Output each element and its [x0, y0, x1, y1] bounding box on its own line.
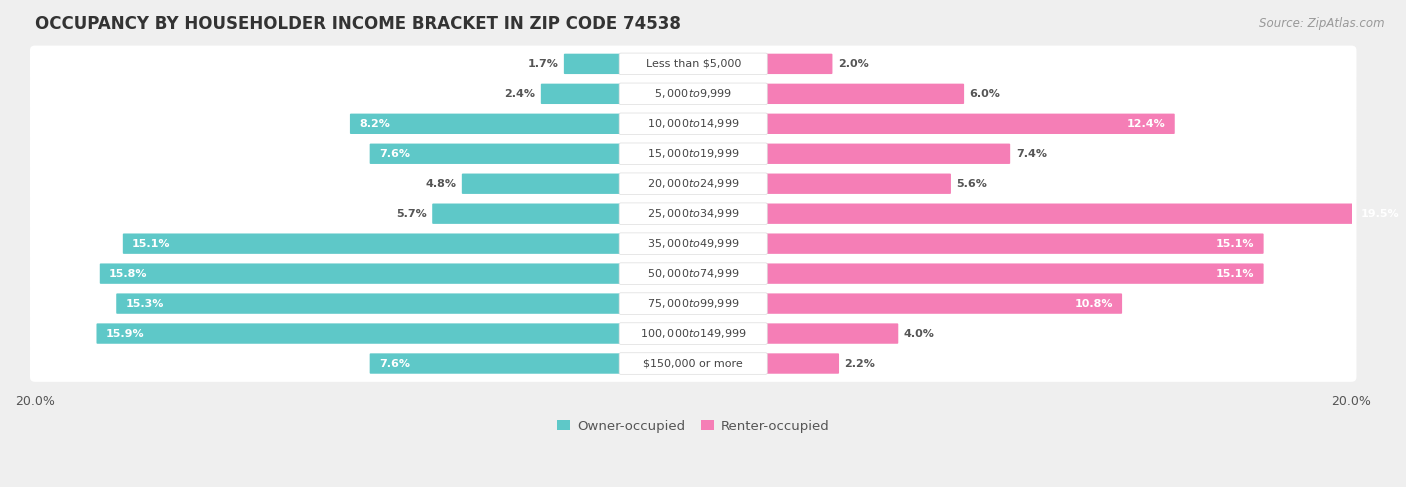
FancyBboxPatch shape: [765, 293, 1122, 314]
Text: 4.8%: 4.8%: [425, 179, 456, 189]
FancyBboxPatch shape: [619, 353, 768, 375]
Text: $75,000 to $99,999: $75,000 to $99,999: [647, 297, 740, 310]
FancyBboxPatch shape: [30, 135, 1357, 172]
FancyBboxPatch shape: [30, 255, 1357, 292]
FancyBboxPatch shape: [370, 144, 621, 164]
Text: 2.0%: 2.0%: [838, 59, 869, 69]
FancyBboxPatch shape: [619, 143, 768, 165]
Text: 15.8%: 15.8%: [110, 269, 148, 279]
FancyBboxPatch shape: [30, 315, 1357, 352]
FancyBboxPatch shape: [564, 54, 621, 74]
FancyBboxPatch shape: [619, 173, 768, 194]
FancyBboxPatch shape: [100, 263, 621, 284]
Text: 7.6%: 7.6%: [378, 149, 411, 159]
Text: $5,000 to $9,999: $5,000 to $9,999: [654, 87, 733, 100]
FancyBboxPatch shape: [619, 203, 768, 225]
FancyBboxPatch shape: [117, 293, 621, 314]
Text: $50,000 to $74,999: $50,000 to $74,999: [647, 267, 740, 280]
Text: Source: ZipAtlas.com: Source: ZipAtlas.com: [1260, 17, 1385, 30]
FancyBboxPatch shape: [619, 263, 768, 284]
FancyBboxPatch shape: [30, 166, 1357, 202]
Text: OCCUPANCY BY HOUSEHOLDER INCOME BRACKET IN ZIP CODE 74538: OCCUPANCY BY HOUSEHOLDER INCOME BRACKET …: [35, 15, 681, 33]
Text: $10,000 to $14,999: $10,000 to $14,999: [647, 117, 740, 131]
FancyBboxPatch shape: [619, 113, 768, 134]
Text: $15,000 to $19,999: $15,000 to $19,999: [647, 147, 740, 160]
FancyBboxPatch shape: [619, 293, 768, 315]
FancyBboxPatch shape: [765, 54, 832, 74]
FancyBboxPatch shape: [30, 106, 1357, 142]
Text: 19.5%: 19.5%: [1361, 209, 1399, 219]
Text: $20,000 to $24,999: $20,000 to $24,999: [647, 177, 740, 190]
FancyBboxPatch shape: [30, 225, 1357, 262]
Legend: Owner-occupied, Renter-occupied: Owner-occupied, Renter-occupied: [557, 420, 830, 432]
FancyBboxPatch shape: [541, 84, 621, 104]
Text: 15.1%: 15.1%: [1216, 269, 1254, 279]
FancyBboxPatch shape: [765, 354, 839, 374]
Text: 6.0%: 6.0%: [970, 89, 1001, 99]
Text: $100,000 to $149,999: $100,000 to $149,999: [640, 327, 747, 340]
FancyBboxPatch shape: [461, 173, 621, 194]
Text: $150,000 or more: $150,000 or more: [644, 358, 744, 369]
Text: 15.9%: 15.9%: [105, 329, 145, 338]
FancyBboxPatch shape: [350, 113, 621, 134]
FancyBboxPatch shape: [30, 195, 1357, 232]
FancyBboxPatch shape: [30, 46, 1357, 82]
FancyBboxPatch shape: [370, 354, 621, 374]
Text: 2.2%: 2.2%: [845, 358, 876, 369]
FancyBboxPatch shape: [619, 53, 768, 75]
Text: Less than $5,000: Less than $5,000: [645, 59, 741, 69]
FancyBboxPatch shape: [765, 144, 1010, 164]
Text: 15.1%: 15.1%: [132, 239, 170, 249]
Text: 10.8%: 10.8%: [1074, 299, 1114, 309]
Text: 8.2%: 8.2%: [359, 119, 389, 129]
FancyBboxPatch shape: [432, 204, 621, 224]
Text: 15.3%: 15.3%: [125, 299, 165, 309]
FancyBboxPatch shape: [765, 233, 1264, 254]
FancyBboxPatch shape: [619, 233, 768, 254]
FancyBboxPatch shape: [619, 323, 768, 344]
FancyBboxPatch shape: [30, 285, 1357, 322]
FancyBboxPatch shape: [765, 263, 1264, 284]
Text: 7.6%: 7.6%: [378, 358, 411, 369]
FancyBboxPatch shape: [765, 113, 1175, 134]
FancyBboxPatch shape: [97, 323, 621, 344]
FancyBboxPatch shape: [765, 323, 898, 344]
Text: 4.0%: 4.0%: [904, 329, 935, 338]
Text: $25,000 to $34,999: $25,000 to $34,999: [647, 207, 740, 220]
Text: 5.6%: 5.6%: [956, 179, 987, 189]
Text: 1.7%: 1.7%: [527, 59, 558, 69]
FancyBboxPatch shape: [30, 75, 1357, 112]
FancyBboxPatch shape: [30, 345, 1357, 382]
FancyBboxPatch shape: [619, 83, 768, 105]
Text: $35,000 to $49,999: $35,000 to $49,999: [647, 237, 740, 250]
Text: 5.7%: 5.7%: [396, 209, 426, 219]
Text: 2.4%: 2.4%: [505, 89, 536, 99]
FancyBboxPatch shape: [122, 233, 621, 254]
Text: 12.4%: 12.4%: [1126, 119, 1166, 129]
FancyBboxPatch shape: [765, 84, 965, 104]
FancyBboxPatch shape: [765, 204, 1406, 224]
Text: 7.4%: 7.4%: [1015, 149, 1047, 159]
Text: 15.1%: 15.1%: [1216, 239, 1254, 249]
FancyBboxPatch shape: [765, 173, 950, 194]
